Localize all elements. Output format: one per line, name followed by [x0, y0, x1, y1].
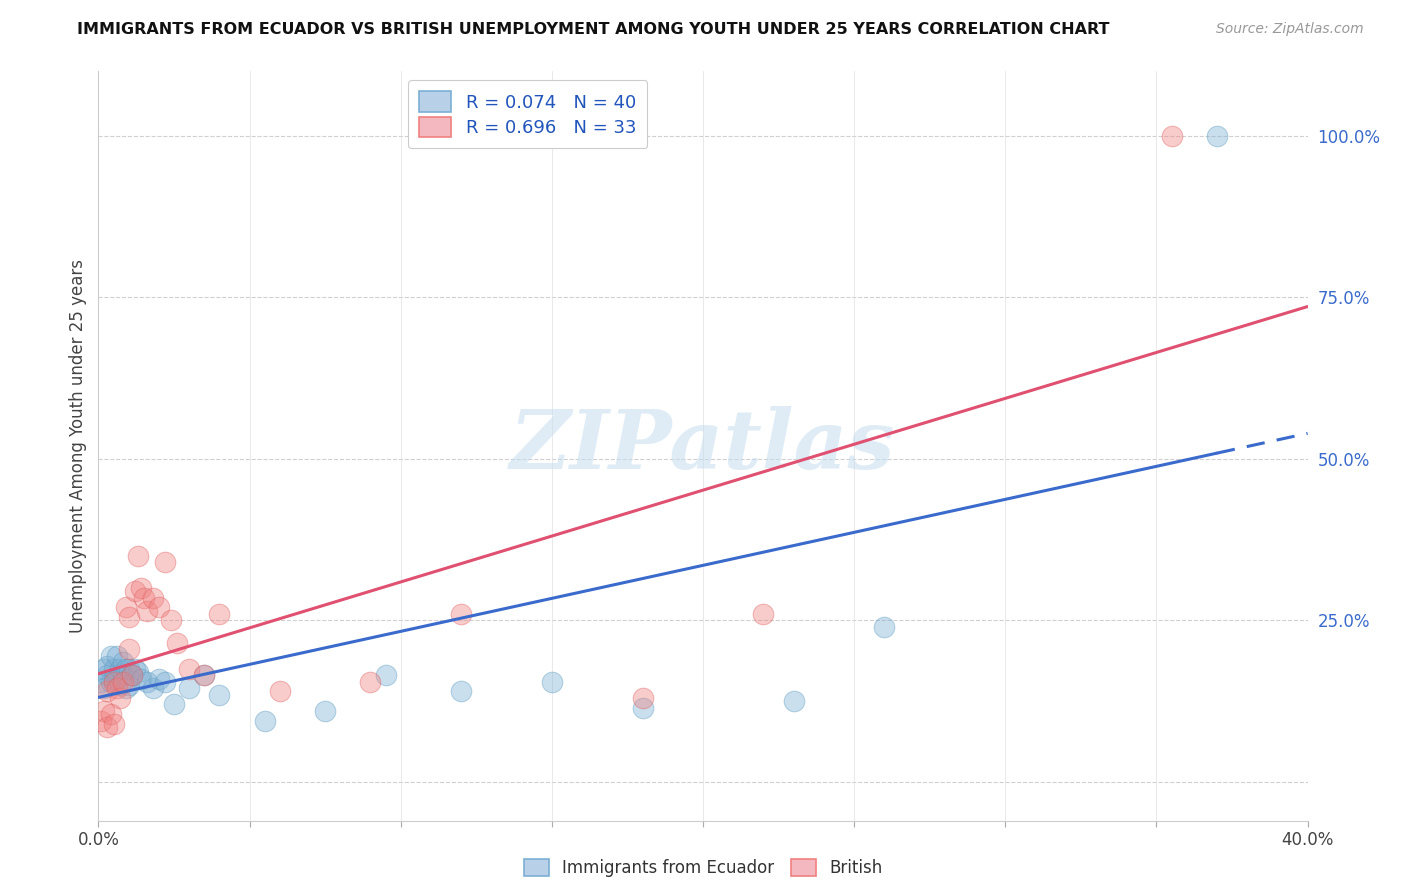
Point — [90, 674, 112, 689]
Text: IMMIGRANTS FROM ECUADOR VS BRITISH UNEMPLOYMENT AMONG YOUTH UNDER 25 YEARS CORRE: IMMIGRANTS FROM ECUADOR VS BRITISH UNEMP… — [77, 22, 1109, 37]
Point — [96, 720, 118, 734]
Point — [100, 707, 122, 722]
Point — [360, 674, 382, 689]
Point — [111, 668, 134, 682]
Point — [1206, 128, 1229, 143]
Point — [450, 684, 472, 698]
Point — [450, 607, 472, 621]
Point — [135, 604, 157, 618]
Legend: Immigrants from Ecuador, British: Immigrants from Ecuador, British — [517, 852, 889, 884]
Point — [103, 674, 125, 689]
Point — [103, 672, 125, 686]
Point — [269, 684, 291, 698]
Point — [179, 662, 201, 676]
Point — [148, 600, 170, 615]
Point — [114, 600, 136, 615]
Point — [93, 662, 115, 676]
Point — [160, 614, 183, 628]
Point — [114, 681, 136, 696]
Point — [105, 681, 128, 696]
Point — [121, 668, 143, 682]
Point — [108, 662, 131, 676]
Point — [111, 656, 134, 670]
Point — [193, 668, 215, 682]
Point — [103, 662, 125, 676]
Point — [105, 648, 128, 663]
Point — [96, 668, 118, 682]
Point — [118, 662, 141, 676]
Point — [314, 704, 336, 718]
Point — [142, 591, 165, 605]
Point — [121, 668, 143, 682]
Point — [166, 636, 188, 650]
Point — [90, 714, 112, 728]
Point — [93, 704, 115, 718]
Point — [253, 714, 276, 728]
Y-axis label: Unemployment Among Youth under 25 years: Unemployment Among Youth under 25 years — [69, 259, 87, 633]
Point — [135, 674, 157, 689]
Point — [208, 688, 231, 702]
Point — [127, 665, 149, 679]
Point — [631, 700, 654, 714]
Legend: R = 0.074   N = 40, R = 0.696   N = 33: R = 0.074 N = 40, R = 0.696 N = 33 — [408, 80, 647, 148]
Point — [540, 674, 562, 689]
Point — [93, 681, 115, 696]
Point — [124, 584, 146, 599]
Point — [142, 681, 165, 696]
Point — [100, 648, 122, 663]
Point — [118, 678, 141, 692]
Point — [108, 690, 131, 705]
Point — [179, 681, 201, 696]
Point — [118, 610, 141, 624]
Point — [208, 607, 231, 621]
Point — [1160, 128, 1182, 143]
Point — [752, 607, 775, 621]
Point — [193, 668, 215, 682]
Point — [103, 716, 125, 731]
Point — [127, 549, 149, 563]
Point — [163, 698, 186, 712]
Point — [100, 674, 122, 689]
Point — [783, 694, 806, 708]
Point — [129, 672, 152, 686]
Point — [873, 620, 896, 634]
Point — [124, 662, 146, 676]
Point — [132, 591, 155, 605]
Point — [114, 662, 136, 676]
Point — [374, 668, 396, 682]
Point — [153, 674, 176, 689]
Point — [631, 690, 654, 705]
Point — [96, 658, 118, 673]
Text: ZIPatlas: ZIPatlas — [510, 406, 896, 486]
Point — [129, 581, 152, 595]
Text: Source: ZipAtlas.com: Source: ZipAtlas.com — [1216, 22, 1364, 37]
Point — [96, 684, 118, 698]
Point — [108, 678, 131, 692]
Point — [153, 555, 176, 569]
Point — [111, 674, 134, 689]
Point — [118, 642, 141, 657]
Point — [105, 672, 128, 686]
Point — [148, 672, 170, 686]
